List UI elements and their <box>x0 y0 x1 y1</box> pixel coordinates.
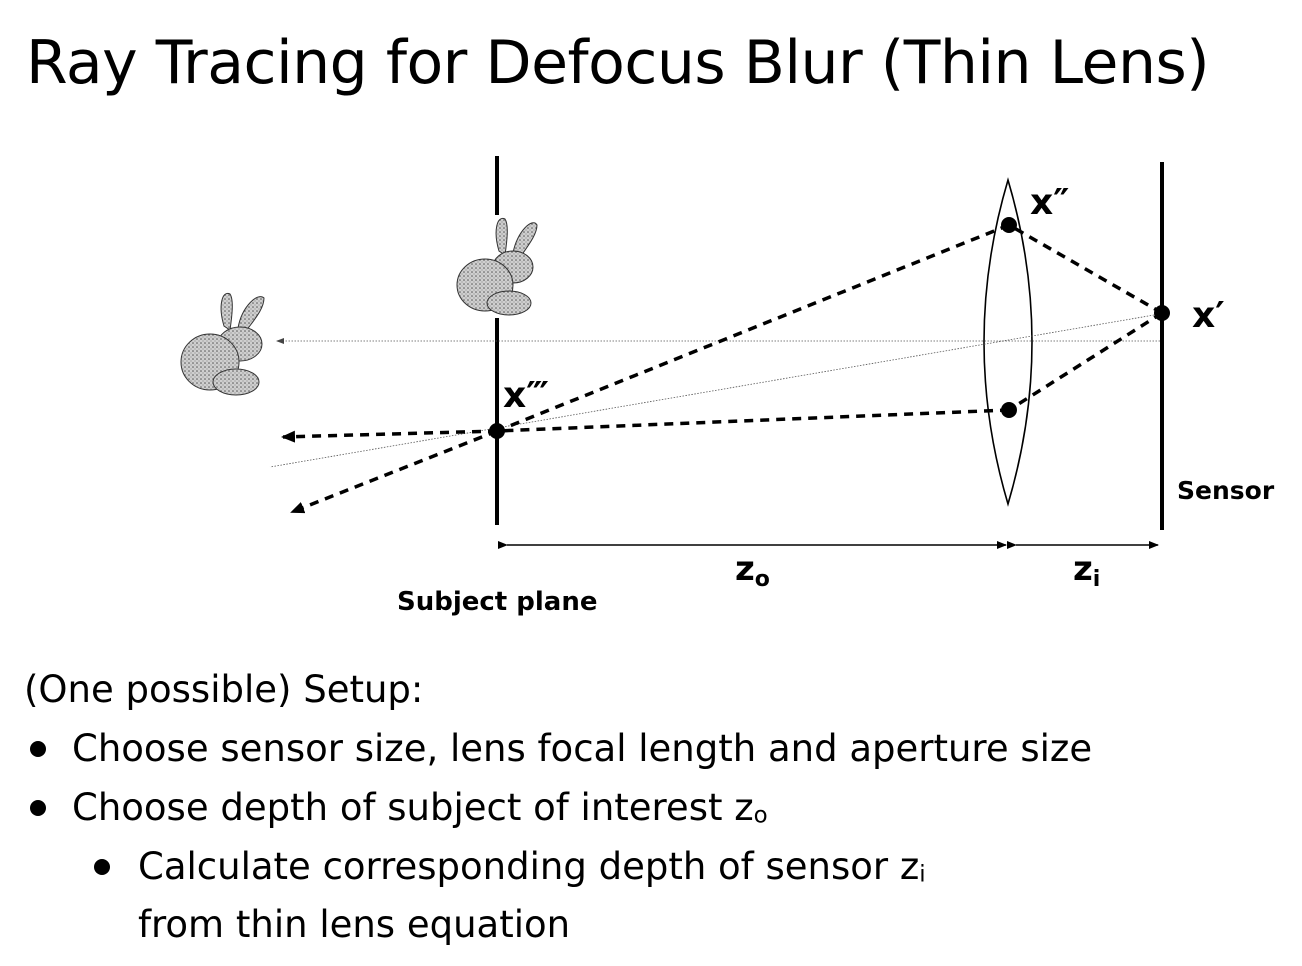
label-z-i: zi <box>1073 549 1100 592</box>
label-z-o: zo <box>735 549 770 592</box>
sub-bullet-text-line2: from thin lens equation <box>138 903 571 946</box>
point-lens-bottom <box>1001 402 1017 418</box>
label-z-o-base: z <box>735 549 755 589</box>
label-x-triple-prime: x‴ <box>503 375 549 416</box>
sub-bullet-subscript: i <box>919 861 926 888</box>
page-title: Ray Tracing for Defocus Blur (Thin Lens) <box>26 28 1210 98</box>
bullet-dot <box>30 741 46 757</box>
thin-lens <box>983 177 1033 507</box>
ray-sensor-to-lens-top <box>1008 223 1163 315</box>
setup-heading: (One possible) Setup: <box>24 668 424 711</box>
bullet-text: Choose depth of subject of interest z <box>72 786 754 829</box>
label-x-prime: x′ <box>1192 295 1225 336</box>
bullet-dot <box>30 800 46 816</box>
sub-bullet-text: Calculate corresponding depth of sensor … <box>138 845 920 888</box>
label-z-i-sub: i <box>1093 567 1101 592</box>
sub-bullet-dot <box>94 859 110 875</box>
bullet-subscript: o <box>753 802 768 829</box>
bullet-item: Choose depth of subject of interest zo <box>72 786 768 837</box>
ray-sensor-to-lens-bottom <box>1008 311 1163 412</box>
ray-continued-lower <box>290 429 498 514</box>
ray-continued-upper <box>281 429 498 443</box>
label-subject-plane: Subject plane <box>397 587 598 617</box>
chief-ray <box>269 313 1161 468</box>
label-x-double-prime: x″ <box>1030 182 1069 223</box>
bunny-icon <box>180 292 265 396</box>
point-x-double-prime <box>1001 217 1017 233</box>
label-z-o-sub: o <box>755 567 770 592</box>
ray-lens-bottom-to-subject <box>496 408 1010 433</box>
label-z-i-base: z <box>1073 549 1093 589</box>
ray-lens-top-to-subject <box>496 223 1010 433</box>
point-x-prime <box>1154 305 1170 321</box>
sub-bullet-item: Calculate corresponding depth of sensor … <box>138 845 926 896</box>
bullet-item: Choose sensor size, lens focal length an… <box>72 727 1092 771</box>
label-sensor: Sensor <box>1177 476 1275 505</box>
point-x-triple-prime <box>489 423 505 439</box>
bullet-text: Choose sensor size, lens focal length an… <box>72 727 1093 770</box>
sub-bullet-continuation: from thin lens equation <box>138 903 570 947</box>
bunny-icon <box>456 217 538 316</box>
